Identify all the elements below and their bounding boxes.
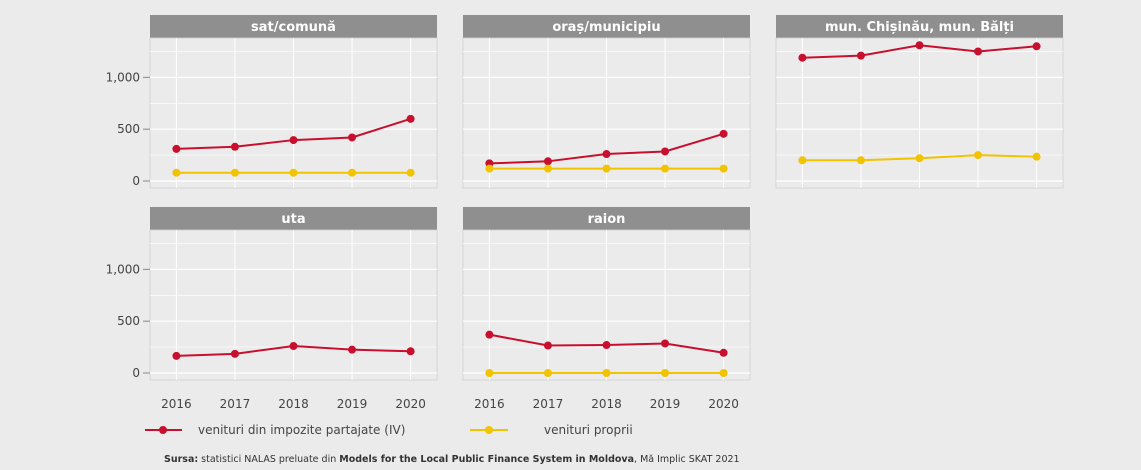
x-tick-label: 2017 [220, 397, 251, 411]
data-point [290, 136, 298, 144]
panel-4: raion [463, 207, 750, 380]
data-point [172, 352, 180, 360]
panel-2: mun. Chișinău, mun. Bălți [776, 15, 1063, 188]
data-point [1033, 42, 1041, 50]
data-point [720, 349, 728, 357]
y-tick-label: 500 [117, 122, 140, 136]
source-bold-title: Models for the Local Public Finance Syst… [339, 454, 634, 465]
y-tick-label: 1,000 [106, 262, 140, 276]
data-point [544, 342, 552, 350]
x-tick-label: 2020 [395, 397, 426, 411]
data-point [544, 157, 552, 165]
data-point [916, 41, 924, 49]
data-point [857, 52, 865, 60]
y-tick-label: 500 [117, 314, 140, 328]
legend-marker-own [485, 426, 493, 434]
x-tick-label: 2017 [533, 397, 564, 411]
data-point [603, 150, 611, 158]
data-point [798, 54, 806, 62]
data-point [1033, 153, 1041, 161]
data-point [603, 165, 611, 173]
data-point [661, 369, 669, 377]
panel-title: oraș/municipiu [552, 20, 660, 35]
data-point [407, 115, 415, 123]
x-tick-label: 2016 [161, 397, 192, 411]
source-note: Sursa: statistici NALAS preluate din Mod… [164, 454, 740, 465]
data-point [798, 156, 806, 164]
x-tick-label: 2018 [278, 397, 309, 411]
data-point [485, 369, 493, 377]
panel-title: uta [281, 212, 305, 227]
data-point [603, 341, 611, 349]
panel-1: oraș/municipiu [463, 15, 750, 188]
data-point [485, 331, 493, 339]
panel-title: mun. Chișinău, mun. Bălți [825, 20, 1014, 35]
panel-title: raion [588, 212, 626, 227]
data-point [172, 145, 180, 153]
data-point [407, 169, 415, 177]
data-point [231, 143, 239, 151]
data-point [544, 165, 552, 173]
data-point [661, 147, 669, 155]
x-tick-label: 2020 [708, 397, 739, 411]
data-point [348, 133, 356, 141]
panel-3: uta [150, 207, 437, 380]
y-tick-label: 0 [132, 366, 140, 380]
panel-0: sat/comună [150, 15, 437, 188]
data-point [661, 339, 669, 347]
data-point [720, 165, 728, 173]
data-point [603, 369, 611, 377]
x-tick-label: 2019 [650, 397, 681, 411]
data-point [857, 156, 865, 164]
data-point [974, 151, 982, 159]
source-text-before: statistici NALAS preluate din [198, 454, 339, 465]
data-point [916, 154, 924, 162]
x-tick-label: 2016 [474, 397, 505, 411]
data-point [544, 369, 552, 377]
panel-title: sat/comună [251, 20, 336, 35]
data-point [172, 169, 180, 177]
data-point [485, 165, 493, 173]
legend-label-shared: venituri din impozite partajate (IV) [198, 423, 405, 437]
data-point [348, 346, 356, 354]
data-point [348, 169, 356, 177]
data-point [974, 47, 982, 55]
data-point [720, 130, 728, 138]
y-tick-label: 0 [132, 174, 140, 188]
legend: venituri din impozite partajate (IV) ven… [145, 423, 633, 437]
data-point [231, 350, 239, 358]
data-point [231, 169, 239, 177]
data-point [290, 342, 298, 350]
data-point [720, 369, 728, 377]
x-tick-label: 2018 [591, 397, 622, 411]
data-point [407, 347, 415, 355]
x-tick-label: 2019 [337, 397, 368, 411]
legend-label-own: venituri proprii [544, 423, 633, 437]
data-point [290, 169, 298, 177]
y-tick-label: 1,000 [106, 70, 140, 84]
source-text-after: , Mă Implic SKAT 2021 [634, 454, 740, 465]
source-label: Sursa: [164, 454, 198, 465]
panels-layer: sat/comună oraș/municipiu mun. Chișinău, m… [150, 15, 1063, 380]
data-point [661, 165, 669, 173]
legend-marker-shared [159, 426, 167, 434]
